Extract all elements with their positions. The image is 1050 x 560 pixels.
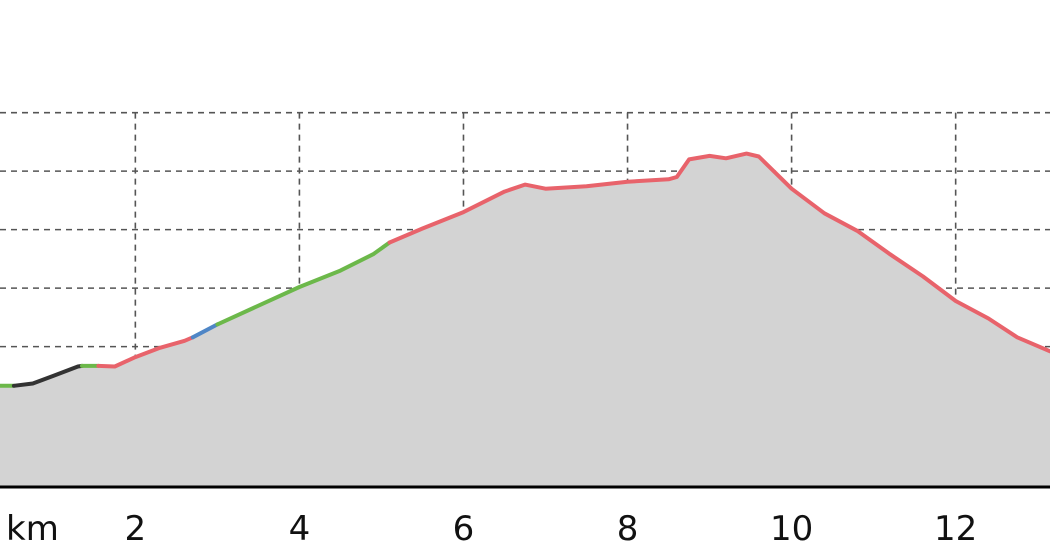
x-tick-label-8: 8 — [617, 509, 639, 549]
profile-segment-black-1 — [11, 363, 84, 388]
elevation-series — [0, 151, 1050, 388]
profile-segment-red-6 — [387, 151, 1050, 354]
elevation-area-fill — [0, 153, 1050, 487]
profile-segment-blue-4 — [190, 322, 220, 340]
profile-segment-green-5 — [215, 240, 392, 327]
x-tick-label-12: 12 — [934, 509, 977, 549]
profile-segment-red-3 — [96, 335, 195, 369]
x-tick-label-10: 10 — [770, 509, 813, 549]
elevation-area — [0, 153, 1050, 487]
x-tick-label-4: 4 — [289, 509, 311, 549]
x-tick-labels: km 2 4 6 8 10 12 — [6, 509, 977, 549]
x-tick-label-2: 2 — [125, 509, 147, 549]
x-unit-label: km — [6, 509, 59, 549]
x-tick-label-6: 6 — [453, 509, 475, 549]
